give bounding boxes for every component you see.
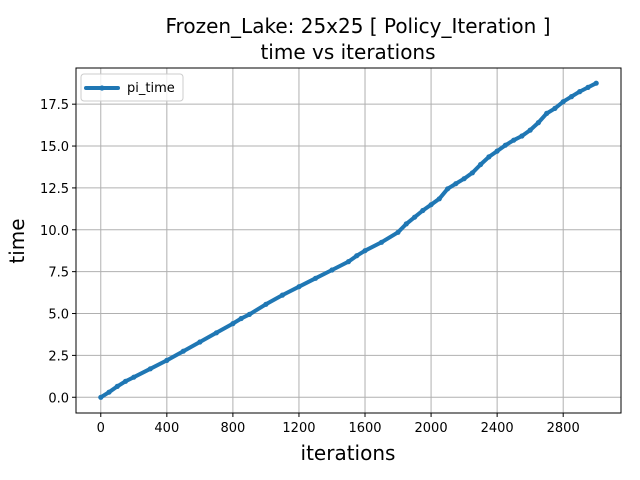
data-point xyxy=(106,389,112,395)
data-point xyxy=(453,181,459,187)
x-tick-label: 1600 xyxy=(348,421,381,436)
data-point xyxy=(263,301,269,307)
plot-area xyxy=(75,67,622,414)
data-point xyxy=(486,154,492,160)
y-tick-label: 10.0 xyxy=(40,224,69,239)
data-point xyxy=(593,80,599,86)
data-point xyxy=(197,339,203,345)
data-point xyxy=(568,94,575,100)
y-tick-label: 5.0 xyxy=(48,308,69,323)
data-point xyxy=(502,142,508,148)
y-tick-label: 15.0 xyxy=(40,140,69,155)
chart-title: Frozen_Lake: 25x25 [ Policy_Iteration ] xyxy=(166,14,551,38)
y-axis-ticks: 0.0 2.5 5.0 7.5 10.0 12.5 15.0 17.5 xyxy=(40,98,76,406)
data-point xyxy=(560,99,566,105)
x-tick-label: 1200 xyxy=(282,421,315,436)
data-point xyxy=(147,366,153,372)
data-point xyxy=(445,186,451,192)
data-point xyxy=(114,383,120,389)
x-axis-ticks: 0 400 800 1200 1600 2000 2400 2800 xyxy=(97,413,580,436)
data-point xyxy=(246,311,252,317)
data-point xyxy=(527,127,533,133)
data-point xyxy=(345,259,352,265)
data-point xyxy=(131,374,137,380)
data-point xyxy=(544,110,550,116)
data-point xyxy=(122,378,129,384)
data-point xyxy=(585,84,591,90)
y-axis-label: time xyxy=(5,218,29,263)
x-tick-label: 2800 xyxy=(547,421,580,436)
data-point xyxy=(436,196,442,202)
data-point xyxy=(511,137,517,143)
legend-box xyxy=(80,73,184,102)
data-point xyxy=(230,321,236,327)
x-tick-label: 0 xyxy=(97,421,105,436)
data-point xyxy=(535,120,542,126)
y-tick-label: 0.0 xyxy=(48,391,69,406)
data-point xyxy=(312,275,319,281)
x-tick-label: 400 xyxy=(154,421,179,436)
series-layer xyxy=(98,80,599,400)
data-point xyxy=(329,267,335,273)
data-point xyxy=(420,207,426,214)
x-axis-label: iterations xyxy=(301,441,396,465)
data-point xyxy=(577,89,583,95)
y-tick-label: 7.5 xyxy=(48,266,69,281)
chart-subtitle: time vs iterations xyxy=(260,40,435,64)
data-point xyxy=(428,202,434,208)
x-tick-label: 2000 xyxy=(415,421,448,436)
legend-marker-pi-time xyxy=(99,85,105,91)
y-tick-label: 12.5 xyxy=(40,182,69,197)
data-point xyxy=(296,284,302,290)
data-point xyxy=(552,105,558,111)
data-point xyxy=(238,315,244,322)
data-point xyxy=(478,161,484,168)
data-point xyxy=(354,253,360,259)
data-point xyxy=(469,170,475,176)
x-tick-label: 2400 xyxy=(481,421,514,436)
data-point xyxy=(362,248,368,254)
data-point xyxy=(395,229,401,235)
data-point xyxy=(164,357,170,363)
data-point xyxy=(494,148,500,154)
data-point xyxy=(461,176,467,182)
data-point xyxy=(378,239,385,245)
y-tick-label: 17.5 xyxy=(40,98,69,113)
data-point xyxy=(213,330,219,336)
data-point xyxy=(403,221,409,227)
gridlines xyxy=(76,68,621,413)
y-tick-label: 2.5 xyxy=(48,349,69,364)
data-point xyxy=(279,292,285,298)
x-tick-label: 800 xyxy=(220,421,245,436)
data-point xyxy=(98,394,104,400)
data-point xyxy=(519,133,525,139)
legend: pi_time xyxy=(80,73,184,102)
data-point xyxy=(412,214,418,220)
legend-label-pi-time: pi_time xyxy=(127,81,175,96)
data-point xyxy=(180,348,186,354)
